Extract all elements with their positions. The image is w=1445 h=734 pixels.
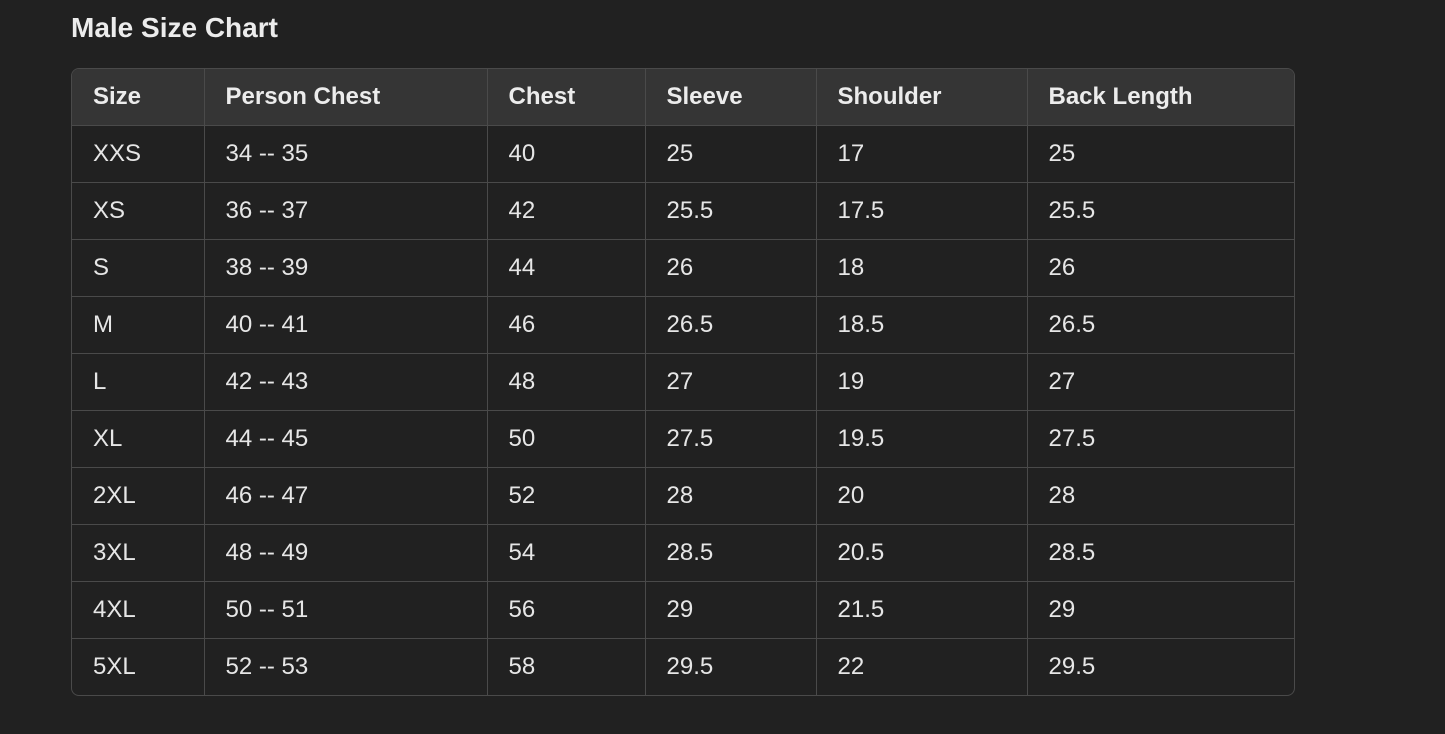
- table-cell: XXS: [72, 125, 205, 183]
- table-cell: 52: [487, 467, 646, 525]
- table-cell: 18.5: [816, 296, 1028, 354]
- table-cell: 18: [816, 239, 1028, 297]
- table-cell: 25: [645, 125, 817, 183]
- table-cell: L: [72, 353, 205, 411]
- table-cell: 21.5: [816, 581, 1028, 639]
- table-cell: 22: [816, 638, 1028, 695]
- table-cell: 42: [487, 182, 646, 240]
- table-cell: 56: [487, 581, 646, 639]
- column-header: Back Length: [1027, 69, 1294, 126]
- table-cell: XL: [72, 410, 205, 468]
- table-row: 4XL 50 -- 51 56 29 21.5 29: [72, 581, 1294, 639]
- page-title: Male Size Chart: [71, 12, 278, 43]
- table-cell: 28: [645, 467, 817, 525]
- table-cell: 20.5: [816, 524, 1028, 582]
- table-cell: 5XL: [72, 638, 205, 695]
- table-row: XS 36 -- 37 42 25.5 17.5 25.5: [72, 182, 1294, 240]
- table-cell: 28.5: [1027, 524, 1294, 582]
- table-cell: 29: [645, 581, 817, 639]
- table-row: 5XL 52 -- 53 58 29.5 22 29.5: [72, 638, 1294, 695]
- table-cell: 36 -- 37: [204, 182, 488, 240]
- table-cell: 25.5: [1027, 182, 1294, 240]
- table-cell: 46 -- 47: [204, 467, 488, 525]
- column-header: Shoulder: [816, 69, 1028, 126]
- column-header: Chest: [487, 69, 646, 126]
- table-cell: 25: [1027, 125, 1294, 183]
- table-cell: 44 -- 45: [204, 410, 488, 468]
- table-cell: 54: [487, 524, 646, 582]
- table-cell: 29.5: [645, 638, 817, 695]
- size-chart-table: Size Person Chest Chest Sleeve Shoulder Back …: [72, 69, 1294, 695]
- table-cell: 50: [487, 410, 646, 468]
- column-header: Size: [72, 69, 205, 126]
- table-cell: 27: [1027, 353, 1294, 411]
- table-cell: 29.5: [1048, 653, 1096, 680]
- table-cell: 4XL: [72, 581, 205, 639]
- table-row: 2XL 46 -- 47 52 28 20 28: [72, 467, 1294, 525]
- table-cell: 26.5: [645, 296, 817, 354]
- table-cell: 20: [816, 467, 1028, 525]
- table-cell: 52 -- 53: [204, 638, 488, 695]
- table-cell: XS: [72, 182, 205, 240]
- table-cell: 27.5: [645, 410, 817, 468]
- table-row: M 40 -- 41 46 26.5 18.5 26.5: [72, 296, 1294, 354]
- table-cell: 29: [1027, 581, 1294, 639]
- table-cell: 28: [1027, 467, 1294, 525]
- table-cell: 48: [487, 353, 646, 411]
- table-cell: 19: [816, 353, 1028, 411]
- table-cell: 26: [645, 239, 817, 297]
- table-cell: 25.5: [645, 182, 817, 240]
- table-row: 3XL 48 -- 49 54 28.5 20.5 28.5: [72, 524, 1294, 582]
- table-cell: 19.5: [816, 410, 1028, 468]
- table-cell: 2XL: [72, 467, 205, 525]
- table-cell: 48 -- 49: [204, 524, 488, 582]
- table-cell: 42 -- 43: [204, 353, 488, 411]
- size-chart-table-container: Size Person Chest Chest Sleeve Shoulder Back …: [71, 68, 1295, 696]
- table-cell: 40 -- 41: [204, 296, 488, 354]
- table-row: S 38 -- 39 44 26 18 26: [72, 239, 1294, 297]
- table-cell: M: [72, 296, 205, 354]
- table-cell: 17.5: [816, 182, 1028, 240]
- table-cell: 3XL: [72, 524, 205, 582]
- table-header-row: Size Person Chest Chest Sleeve Shoulder Back …: [72, 69, 1294, 126]
- table-cell: 38 -- 39: [204, 239, 488, 297]
- table-cell: 44: [487, 239, 646, 297]
- table-cell: 46: [487, 296, 646, 354]
- table-cell: 28.5: [645, 524, 817, 582]
- table-cell: 40: [487, 125, 646, 183]
- table-cell: 17: [816, 125, 1028, 183]
- column-header: Person Chest: [204, 69, 488, 126]
- table-cell: S: [72, 239, 205, 297]
- table-row: XL 44 -- 45 50 27.5 19.5 27.5: [72, 410, 1294, 468]
- table-cell: 26: [1027, 239, 1294, 297]
- table-cell: 27.5: [1027, 410, 1294, 468]
- table-cell: 50 -- 51: [204, 581, 488, 639]
- table-cell: 27: [645, 353, 817, 411]
- column-header: Sleeve: [645, 69, 817, 126]
- table-cell: 34 -- 35: [204, 125, 488, 183]
- table-cell: 26.5: [1027, 296, 1294, 354]
- table-row: XXS 34 -- 35 40 25 17 25: [72, 125, 1294, 183]
- table-row: L 42 -- 43 48 27 19 27: [72, 353, 1294, 411]
- table-cell: 58: [487, 638, 646, 695]
